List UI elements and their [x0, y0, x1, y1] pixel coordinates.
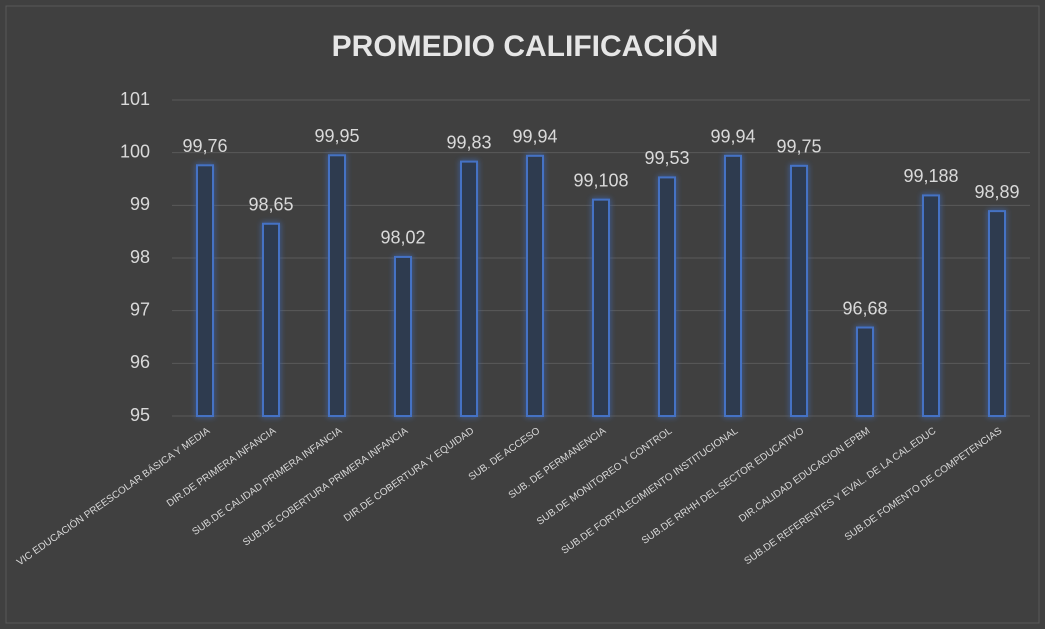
data-label: 98,89 — [974, 182, 1019, 202]
data-label: 99,188 — [903, 166, 958, 186]
chart-frame — [5, 5, 1040, 624]
bar — [526, 154, 544, 417]
bar — [196, 164, 214, 417]
bar — [988, 210, 1006, 417]
data-label: 99,108 — [573, 170, 628, 190]
bar — [724, 154, 742, 417]
bar — [394, 255, 412, 417]
data-label: 99,75 — [776, 137, 821, 157]
bar — [328, 154, 346, 418]
bar — [262, 222, 280, 417]
data-label: 99,95 — [314, 126, 359, 146]
y-tick-label: 96 — [130, 352, 150, 372]
data-label: 98,02 — [380, 228, 425, 248]
data-label: 99,53 — [644, 148, 689, 168]
data-label: 99,94 — [512, 127, 557, 147]
y-tick-label: 101 — [120, 89, 150, 109]
bar — [856, 326, 874, 417]
bar — [922, 194, 940, 417]
bar — [592, 198, 610, 417]
data-label: 99,83 — [446, 132, 491, 152]
y-tick-label: 95 — [130, 405, 150, 425]
y-tick-label: 98 — [130, 247, 150, 267]
bar — [658, 176, 676, 417]
y-tick-label: 100 — [120, 141, 150, 161]
data-label: 99,76 — [182, 136, 227, 156]
y-tick-label: 99 — [130, 194, 150, 214]
y-tick-label: 97 — [130, 299, 150, 319]
data-label: 96,68 — [842, 298, 887, 318]
chart-title: PROMEDIO CALIFICACIÓN — [332, 29, 719, 63]
bar — [790, 164, 808, 417]
data-label: 99,94 — [710, 127, 755, 147]
data-label: 98,65 — [248, 195, 293, 215]
bar — [460, 160, 478, 417]
